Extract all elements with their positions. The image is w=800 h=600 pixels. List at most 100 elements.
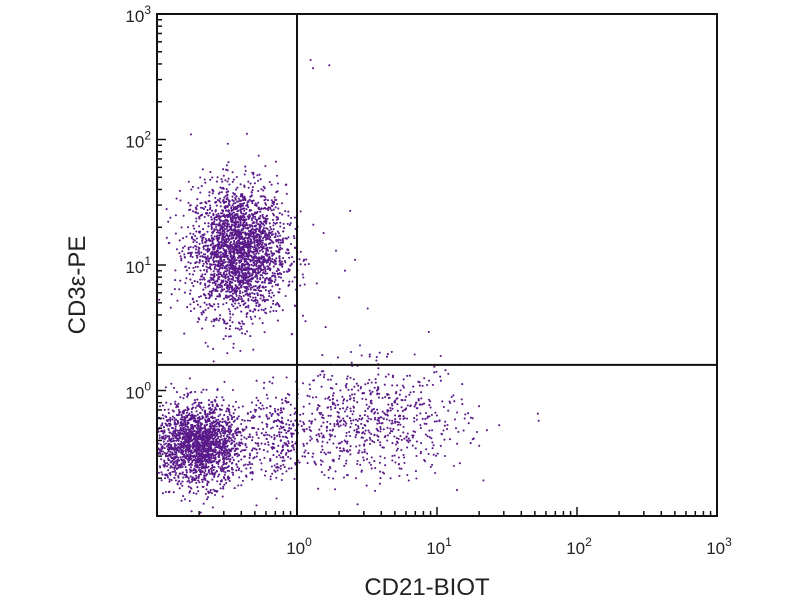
data-point-4433 <box>198 453 201 456</box>
data-point-2130 <box>230 303 233 306</box>
data-point-1960 <box>282 227 286 230</box>
data-point-2404 <box>194 244 197 248</box>
data-point-2077 <box>194 206 197 209</box>
data-point-4406 <box>206 430 209 434</box>
data-point-2011 <box>274 160 277 163</box>
data-point-389 <box>235 276 238 279</box>
data-point-2107 <box>250 318 253 321</box>
data-point-4916 <box>424 417 427 421</box>
data-point-1395 <box>217 212 220 215</box>
data-point-4353 <box>199 424 202 428</box>
data-point-4870 <box>325 426 328 429</box>
data-point-4375 <box>161 422 164 425</box>
data-point-992 <box>221 255 224 258</box>
data-point-2394 <box>215 213 218 216</box>
data-point-855 <box>270 228 273 231</box>
data-point-1631 <box>234 307 237 310</box>
data-point-2039 <box>250 219 254 222</box>
data-point-2292 <box>259 246 262 249</box>
data-point-3622 <box>177 408 180 411</box>
data-point-4662 <box>426 383 429 387</box>
data-point-3936 <box>224 441 227 444</box>
data-point-4262 <box>174 464 177 467</box>
data-point-2979 <box>217 475 220 478</box>
data-point-3840 <box>166 440 169 443</box>
data-point-4339 <box>203 476 206 479</box>
data-point-2392 <box>232 178 235 181</box>
data-point-4100 <box>179 418 182 421</box>
data-point-4051 <box>207 490 210 493</box>
data-point-784 <box>225 222 228 225</box>
data-point-2410 <box>229 312 232 315</box>
data-point-4205 <box>196 423 199 427</box>
data-point-398 <box>225 188 228 191</box>
data-point-4199 <box>198 434 201 437</box>
data-point-2527 <box>248 225 252 228</box>
data-point-4801 <box>469 416 472 419</box>
data-point-1776 <box>288 256 291 259</box>
data-point-602 <box>196 212 200 215</box>
data-point-872 <box>278 251 281 254</box>
data-point-1438 <box>234 198 237 201</box>
data-point-1389 <box>289 222 292 225</box>
data-point-4571 <box>430 413 433 416</box>
data-point-1879 <box>228 203 231 207</box>
data-point-4865 <box>424 433 427 436</box>
data-point-4430 <box>202 453 205 456</box>
data-point-4665 <box>536 412 539 415</box>
data-point-2112 <box>233 192 236 196</box>
data-point-4792 <box>386 393 389 396</box>
data-point-3658 <box>194 455 197 458</box>
data-point-4439 <box>167 444 170 447</box>
data-point-1693 <box>241 245 244 248</box>
data-point-4455 <box>211 412 214 415</box>
data-point-3345 <box>214 436 217 439</box>
data-point-3731 <box>171 418 174 421</box>
data-point-199 <box>235 175 238 179</box>
data-point-1488 <box>287 214 290 217</box>
data-point-2110 <box>238 205 242 208</box>
data-point-1931 <box>233 252 236 256</box>
data-point-947 <box>222 318 225 321</box>
data-point-647 <box>203 301 206 304</box>
data-point-1691 <box>206 230 209 233</box>
data-point-4232 <box>190 408 194 411</box>
data-point-4637 <box>341 450 344 453</box>
data-point-4347 <box>172 386 176 389</box>
data-point-4244 <box>210 408 213 411</box>
data-point-4352 <box>238 476 241 479</box>
data-point-1832 <box>241 241 244 244</box>
data-point-4831 <box>356 401 359 404</box>
data-point-2564 <box>202 293 205 296</box>
data-point-3989 <box>243 428 246 431</box>
data-point-820 <box>271 285 274 288</box>
data-point-1838 <box>252 261 255 264</box>
data-point-2103 <box>215 200 218 203</box>
data-point-4074 <box>191 406 195 409</box>
data-point-571 <box>234 243 237 246</box>
data-point-3407 <box>240 422 243 426</box>
data-point-2109 <box>245 260 248 263</box>
data-point-4603 <box>386 414 389 417</box>
data-point-4945 <box>328 438 331 441</box>
data-point-464 <box>169 216 172 219</box>
data-point-1646 <box>278 257 281 260</box>
data-point-4806 <box>358 444 361 447</box>
data-point-2470 <box>253 292 256 296</box>
data-point-2657 <box>167 469 170 472</box>
data-point-1090 <box>195 217 198 220</box>
data-point-1196 <box>269 242 272 245</box>
data-point-3834 <box>160 436 163 439</box>
data-point-590 <box>187 248 190 251</box>
data-point-4703 <box>327 451 330 454</box>
data-point-4642 <box>447 372 450 375</box>
data-point-4795 <box>402 386 405 389</box>
data-point-4775 <box>444 420 447 423</box>
data-point-1508 <box>217 261 220 264</box>
data-point-430 <box>259 208 263 211</box>
data-point-2277 <box>245 132 248 135</box>
data-point-2489 <box>266 254 269 258</box>
data-point-1520 <box>246 237 249 240</box>
data-point-4950 <box>414 447 417 450</box>
data-point-4819 <box>420 442 423 445</box>
